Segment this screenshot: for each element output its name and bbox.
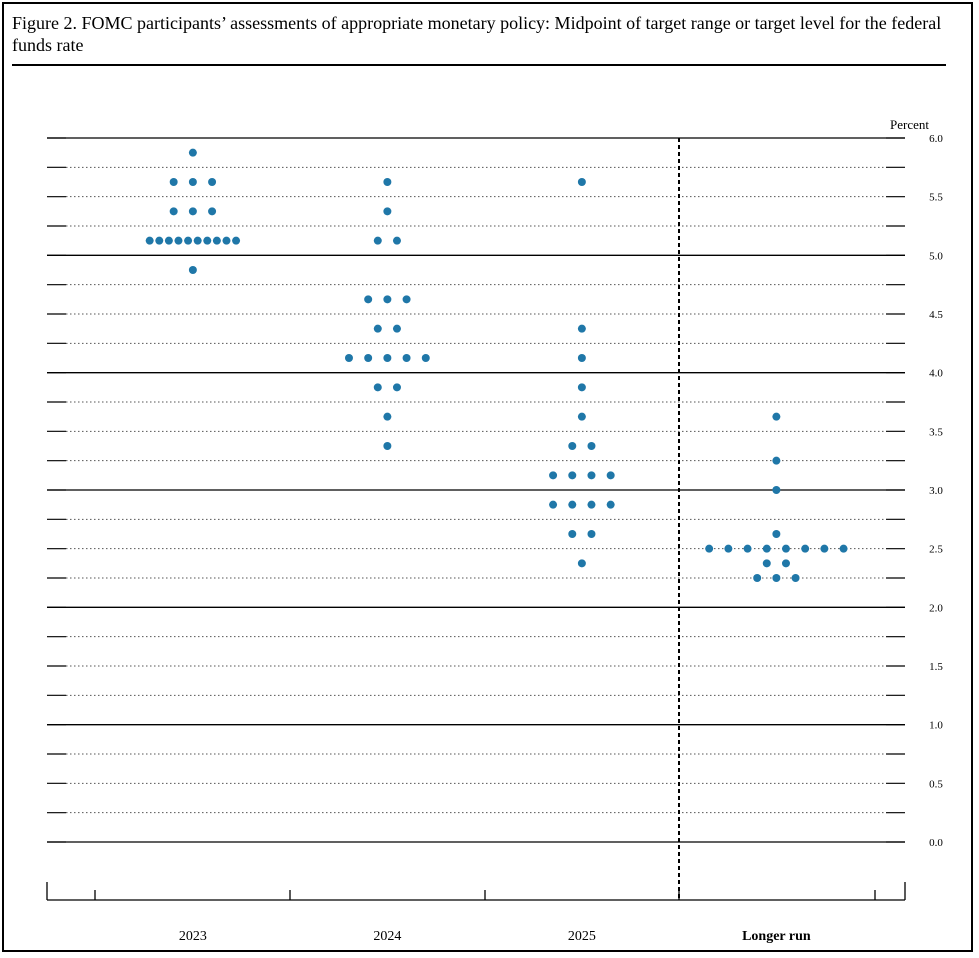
data-dot bbox=[587, 530, 596, 538]
data-dot bbox=[402, 295, 411, 304]
y-tick-label: 3.0 bbox=[929, 485, 943, 497]
x-category-label: 2025 bbox=[568, 929, 596, 944]
y-tick-label: 1.5 bbox=[929, 661, 943, 673]
data-dot bbox=[577, 559, 586, 568]
data-dot bbox=[193, 236, 202, 245]
title-rule bbox=[12, 64, 946, 66]
data-dot bbox=[392, 324, 401, 333]
data-dot bbox=[188, 178, 197, 186]
data-dot bbox=[791, 574, 800, 582]
figure-title: Figure 2. FOMC participants’ assessments… bbox=[12, 13, 942, 55]
data-dot bbox=[169, 178, 178, 186]
data-dot bbox=[577, 178, 586, 186]
data-dot bbox=[184, 236, 193, 245]
data-dot bbox=[772, 456, 781, 465]
data-dot bbox=[373, 383, 382, 392]
data-dot bbox=[208, 207, 217, 216]
data-dot bbox=[839, 544, 848, 553]
data-dot bbox=[364, 354, 373, 362]
data-dot bbox=[383, 412, 392, 421]
y-tick-label: 4.0 bbox=[929, 368, 943, 380]
data-dot bbox=[232, 236, 241, 245]
data-dot bbox=[188, 266, 197, 274]
data-dot bbox=[587, 500, 596, 509]
y-tick-label: 5.5 bbox=[929, 192, 943, 204]
data-dot bbox=[145, 236, 154, 245]
data-dot bbox=[383, 207, 392, 216]
data-dot bbox=[364, 295, 373, 304]
data-dot bbox=[203, 236, 212, 245]
data-dot bbox=[568, 530, 577, 538]
y-unit-label: Percent bbox=[890, 117, 929, 132]
y-tick-label: 2.5 bbox=[929, 544, 943, 556]
data-dot bbox=[772, 412, 781, 421]
x-category-label: Longer run bbox=[742, 929, 811, 944]
data-dot bbox=[402, 354, 411, 362]
y-tick-label: 1.0 bbox=[929, 720, 943, 732]
data-dot bbox=[164, 236, 173, 245]
y-tick-label: 3.5 bbox=[929, 426, 943, 438]
data-dot bbox=[772, 486, 781, 494]
data-dot bbox=[568, 471, 577, 480]
data-dot bbox=[587, 471, 596, 480]
data-dot bbox=[549, 500, 558, 509]
data-dot bbox=[383, 354, 392, 362]
data-dot bbox=[392, 236, 401, 245]
data-dot bbox=[392, 383, 401, 392]
y-tick-label: 4.5 bbox=[929, 309, 943, 321]
y-tick-label: 6.0 bbox=[929, 133, 943, 145]
data-dot bbox=[724, 544, 733, 553]
data-dot bbox=[743, 544, 752, 553]
data-dot bbox=[606, 500, 615, 509]
y-tick-label: 0.0 bbox=[929, 837, 943, 849]
data-dot bbox=[577, 383, 586, 392]
data-dot bbox=[577, 412, 586, 421]
data-dot bbox=[188, 148, 197, 157]
data-dot bbox=[155, 236, 164, 245]
data-dot bbox=[169, 207, 178, 216]
y-tick-label: 0.5 bbox=[929, 778, 943, 790]
data-dot bbox=[577, 324, 586, 333]
data-dot bbox=[781, 544, 790, 553]
y-tick-label: 2.0 bbox=[929, 602, 943, 614]
x-category-label: 2024 bbox=[373, 929, 401, 944]
data-dot bbox=[208, 178, 217, 186]
data-dot bbox=[772, 574, 781, 582]
data-dot bbox=[383, 442, 392, 450]
data-dot bbox=[383, 178, 392, 186]
data-dot bbox=[373, 324, 382, 333]
data-dot bbox=[568, 442, 577, 450]
data-dot bbox=[705, 544, 714, 553]
data-dot bbox=[212, 236, 221, 245]
data-dot bbox=[383, 295, 392, 304]
data-dot bbox=[577, 354, 586, 362]
data-dot bbox=[606, 471, 615, 480]
data-dot bbox=[762, 544, 771, 553]
data-dot bbox=[222, 236, 231, 245]
data-dot bbox=[344, 354, 353, 362]
data-dot bbox=[820, 544, 829, 553]
data-dot bbox=[549, 471, 558, 480]
y-tick-label: 5.0 bbox=[929, 250, 943, 262]
data-dot bbox=[174, 236, 183, 245]
x-category-label: 2023 bbox=[179, 929, 207, 944]
data-dot bbox=[762, 559, 771, 568]
data-dot bbox=[772, 530, 781, 538]
data-dot bbox=[753, 574, 762, 582]
data-dot bbox=[781, 559, 790, 568]
data-dot bbox=[587, 442, 596, 450]
data-dot bbox=[188, 207, 197, 216]
data-dot bbox=[801, 544, 810, 553]
data-dot bbox=[373, 236, 382, 245]
data-dot bbox=[568, 500, 577, 509]
data-dot bbox=[421, 354, 430, 362]
